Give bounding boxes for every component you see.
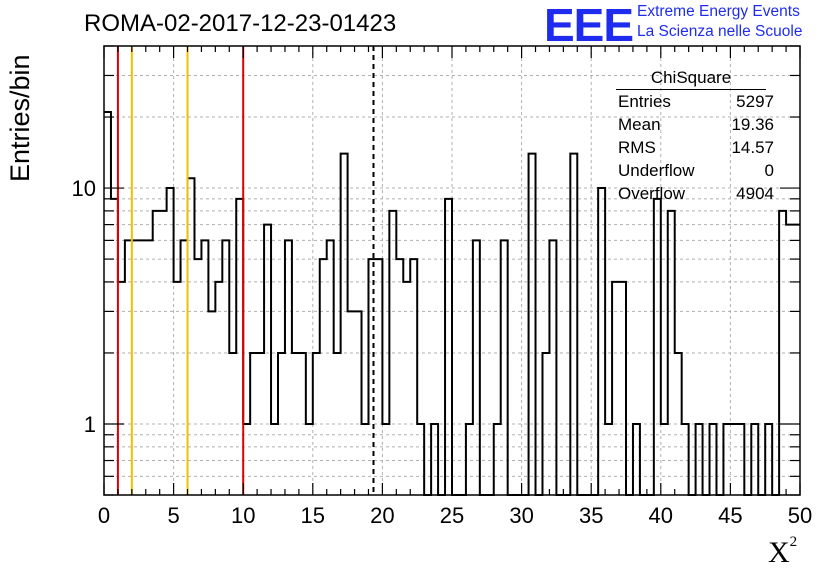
- stats-row-entries: Entries 5297: [612, 90, 774, 113]
- y-tick-label: 1: [84, 412, 96, 437]
- x-tick-label: 15: [301, 503, 325, 528]
- stats-row-rms: RMS 14.57: [612, 136, 774, 159]
- stats-value: 5297: [736, 92, 774, 111]
- x-tick-label: 50: [788, 503, 812, 528]
- y-tick-label: 10: [72, 176, 96, 201]
- stats-row-underflow: Underflow 0: [612, 159, 774, 182]
- x-tick-label: 20: [370, 503, 394, 528]
- x-axis-label: X2: [768, 534, 798, 569]
- stats-title: ChiSquare: [616, 68, 766, 90]
- stats-label: Overflow: [618, 184, 686, 203]
- eee-logo: EEE: [544, 0, 634, 51]
- stats-label: Entries: [618, 92, 671, 111]
- stats-label: Mean: [618, 115, 661, 134]
- stats-value: 4904: [736, 184, 774, 203]
- histogram-series: [104, 111, 800, 496]
- stats-row-mean: Mean 19.36: [612, 113, 774, 136]
- y-axis-label: Entries/bin: [5, 54, 35, 182]
- x-tick-label: 5: [167, 503, 179, 528]
- x-tick-label: 45: [718, 503, 742, 528]
- logo-line-2: La Scienza nelle Scuole: [637, 23, 803, 40]
- stats-value: 14.57: [731, 138, 774, 157]
- stats-label: RMS: [618, 138, 656, 157]
- x-tick-label: 35: [579, 503, 603, 528]
- x-tick-label: 40: [649, 503, 673, 528]
- x-tick-label: 25: [440, 503, 464, 528]
- x-tick-label: 30: [509, 503, 533, 528]
- chart-title: ROMA-02-2017-12-23-01423: [84, 10, 397, 37]
- stats-box: ChiSquare Entries 5297 Mean 19.36 RMS 14.57…: [612, 68, 780, 205]
- x-tick-label: 10: [231, 503, 255, 528]
- x-axis-label-superscript: 2: [789, 534, 798, 550]
- logo-line-1: Extreme Energy Events: [637, 3, 800, 20]
- stats-row-overflow: Overflow 4904: [612, 182, 774, 205]
- stats-value: 0: [764, 161, 774, 180]
- stats-label: Underflow: [618, 161, 695, 180]
- stats-value: 19.36: [731, 115, 774, 134]
- x-tick-label: 0: [98, 503, 110, 528]
